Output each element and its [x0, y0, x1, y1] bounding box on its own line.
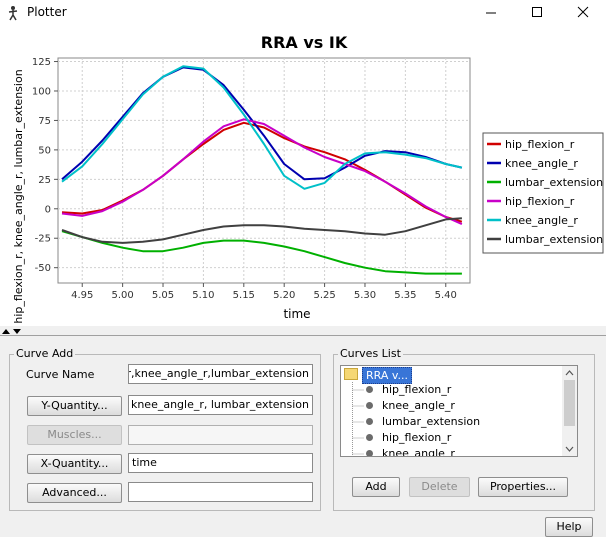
- tree-item[interactable]: knee_angle_r: [352, 398, 572, 414]
- y-quantity-field[interactable]: hip_flexion_r, knee_angle_r, lumbar_exte…: [128, 395, 313, 415]
- delete-button[interactable]: Delete: [409, 477, 470, 497]
- x-tick-label: 5.40: [435, 290, 457, 301]
- add-button[interactable]: Add: [352, 477, 400, 497]
- y-tick-label: 75: [38, 116, 51, 127]
- folder-icon: [344, 368, 358, 380]
- tree-item-label: knee_angle_r: [382, 399, 455, 412]
- x-tick-label: 5.00: [111, 290, 133, 301]
- series-line: [61, 118, 463, 226]
- y-axis-label: hip_flexion_r, knee_angle_r, lumbar_exte…: [12, 69, 25, 323]
- maximize-button[interactable]: [514, 0, 560, 26]
- title-bar: Plotter: [0, 0, 606, 26]
- legend-entry: knee_angle_r: [505, 157, 578, 170]
- tree-item[interactable]: lumbar_extension: [352, 414, 572, 430]
- legend-entry: lumbar_extension: [505, 176, 603, 189]
- curve-node-icon: [366, 450, 373, 456]
- tree-branch-line-icon: [352, 430, 364, 446]
- curve-node-icon: [366, 402, 373, 409]
- curve-node-icon: [366, 434, 373, 441]
- split-divider[interactable]: [0, 326, 606, 336]
- tree-branch-line-icon: [352, 414, 364, 430]
- curve-name-field[interactable]: hip_flexion_r,knee_angle_r,lumbar_extens…: [128, 364, 313, 384]
- tree-item[interactable]: hip_flexion_r: [352, 430, 572, 446]
- window-title: Plotter: [27, 5, 67, 19]
- y-quantity-value: hip_flexion_r, knee_angle_r, lumbar_exte…: [129, 398, 309, 411]
- tree-item-label: hip_flexion_r: [382, 431, 452, 444]
- scroll-down-icon[interactable]: [562, 442, 577, 456]
- x-tick-label: 5.25: [313, 290, 335, 301]
- x-quantity-button[interactable]: X-Quantity...: [27, 454, 122, 474]
- y-tick-label: -50: [35, 263, 51, 274]
- advanced-field[interactable]: [128, 482, 313, 502]
- muscles-button[interactable]: Muscles...: [27, 425, 122, 445]
- help-button[interactable]: Help: [545, 517, 593, 537]
- x-tick-label: 5.35: [394, 290, 416, 301]
- series-line: [61, 66, 463, 181]
- x-tick-label: 5.20: [273, 290, 295, 301]
- curve-add-title: Curve Add: [14, 347, 76, 360]
- series-line: [61, 217, 462, 244]
- series-line: [61, 230, 462, 275]
- curve-add-group: Curve Add: [9, 347, 321, 511]
- maximize-icon: [532, 7, 542, 17]
- tree-item-label: knee_angle_r: [382, 447, 455, 457]
- curves-tree[interactable]: RRA v... hip_flexion_r knee_angle_r lumb…: [340, 365, 578, 457]
- y-tick-label: 50: [38, 145, 51, 156]
- curves-list-title: Curves List: [338, 347, 403, 360]
- chart-title: RRA vs IK: [261, 33, 348, 52]
- scroll-up-icon[interactable]: [562, 366, 577, 380]
- curve-name-label: Curve Name: [26, 368, 95, 381]
- tree-item-label: hip_flexion_r: [382, 383, 452, 396]
- tree-item-label: lumbar_extension: [382, 415, 481, 428]
- y-tick-label: -25: [35, 234, 51, 245]
- minimize-button[interactable]: [468, 0, 514, 26]
- muscles-field[interactable]: [128, 425, 313, 445]
- y-tick-label: 25: [38, 175, 51, 186]
- x-tick-label: 5.30: [354, 290, 376, 301]
- x-tick-label: 5.05: [152, 290, 174, 301]
- tree-branch-line-icon: [352, 398, 364, 414]
- series-line: [61, 65, 463, 190]
- tree-item[interactable]: knee_angle_r: [352, 446, 572, 457]
- advanced-button[interactable]: Advanced...: [27, 483, 122, 503]
- curves-list-scrollbar[interactable]: [562, 366, 577, 456]
- curves-list-group: Curves List: [333, 347, 595, 511]
- collapse-expand-arrows-icon[interactable]: [1, 327, 23, 336]
- scroll-thumb[interactable]: [564, 380, 575, 426]
- y-tick-label: 100: [32, 86, 51, 97]
- properties-button[interactable]: Properties...: [478, 477, 568, 497]
- tree-root-label[interactable]: RRA v...: [362, 367, 413, 384]
- chart-panel: 4.95 5.00 5.05 5.10 5.15 5.20 5.25 5.30 5.35 5.40…: [0, 26, 606, 326]
- tree-item[interactable]: hip_flexion_r: [352, 382, 572, 398]
- line-chart[interactable]: 4.95 5.00 5.05 5.10 5.15 5.20 5.25 5.30 5.35 5.40…: [0, 26, 606, 326]
- curve-node-icon: [366, 386, 373, 393]
- x-axis-label: time: [283, 307, 310, 321]
- curve-name-value: hip_flexion_r,knee_angle_r,lumbar_extens…: [129, 367, 309, 380]
- curve-node-icon: [366, 418, 373, 425]
- minimize-icon: [486, 12, 496, 14]
- legend-entry: hip_flexion_r: [505, 195, 575, 208]
- close-icon: [577, 6, 589, 18]
- x-tick-label: 4.95: [71, 290, 93, 301]
- tree-branch-line-icon: [352, 446, 364, 456]
- legend-entry: lumbar_extension: [505, 233, 603, 246]
- x-quantity-field[interactable]: time: [128, 453, 313, 473]
- plot-area: [57, 57, 471, 284]
- legend-entry: knee_angle_r: [505, 214, 578, 227]
- x-tick-label: 5.10: [192, 290, 214, 301]
- y-tick-label: 125: [32, 57, 51, 68]
- tree-branch-line-icon: [352, 382, 364, 398]
- y-quantity-button[interactable]: Y-Quantity...: [27, 396, 122, 416]
- legend-entry: hip_flexion_r: [505, 138, 575, 151]
- close-button[interactable]: [560, 0, 606, 26]
- x-tick-label: 5.15: [233, 290, 255, 301]
- y-tick-label: 0: [45, 204, 51, 215]
- opensim-figure-icon: [8, 6, 18, 21]
- legend-box: [482, 132, 604, 254]
